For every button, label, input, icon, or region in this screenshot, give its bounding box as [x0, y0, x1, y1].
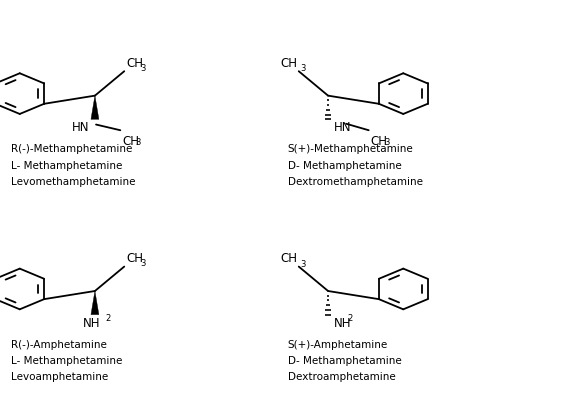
- Text: L- Methamphetamine: L- Methamphetamine: [11, 161, 122, 171]
- Polygon shape: [91, 291, 99, 315]
- Text: D- Methamphetamine: D- Methamphetamine: [288, 161, 402, 171]
- Text: 3: 3: [300, 64, 305, 73]
- Text: CH: CH: [281, 57, 298, 70]
- Text: 3: 3: [135, 138, 141, 147]
- Text: Levoamphetamine: Levoamphetamine: [11, 372, 108, 383]
- Text: HN: HN: [334, 121, 351, 134]
- Text: CH: CH: [371, 135, 387, 148]
- Text: NH: NH: [83, 317, 101, 330]
- Text: D- Methamphetamine: D- Methamphetamine: [288, 356, 402, 366]
- Text: CH: CH: [126, 252, 143, 265]
- Text: 3: 3: [384, 138, 389, 147]
- Text: HN: HN: [72, 121, 89, 134]
- Text: Dextromethamphetamine: Dextromethamphetamine: [288, 177, 422, 187]
- Polygon shape: [91, 96, 99, 119]
- Text: 3: 3: [140, 64, 146, 73]
- Text: 3: 3: [140, 259, 146, 268]
- Text: L- Methamphetamine: L- Methamphetamine: [11, 356, 122, 366]
- Text: R(-)-Amphetamine: R(-)-Amphetamine: [11, 340, 107, 350]
- Text: CH: CH: [122, 135, 139, 148]
- Text: CH: CH: [281, 252, 298, 265]
- Text: 3: 3: [300, 260, 305, 269]
- Text: 2: 2: [105, 314, 111, 323]
- Text: R(-)-Methamphetamine: R(-)-Methamphetamine: [11, 144, 133, 155]
- Text: NH: NH: [334, 317, 351, 330]
- Text: S(+)-Methamphetamine: S(+)-Methamphetamine: [288, 144, 413, 155]
- Text: Dextroamphetamine: Dextroamphetamine: [288, 372, 395, 383]
- Text: 2: 2: [347, 314, 352, 323]
- Text: S(+)-Amphetamine: S(+)-Amphetamine: [288, 340, 388, 350]
- Text: CH: CH: [126, 57, 143, 70]
- Text: Levomethamphetamine: Levomethamphetamine: [11, 177, 136, 187]
